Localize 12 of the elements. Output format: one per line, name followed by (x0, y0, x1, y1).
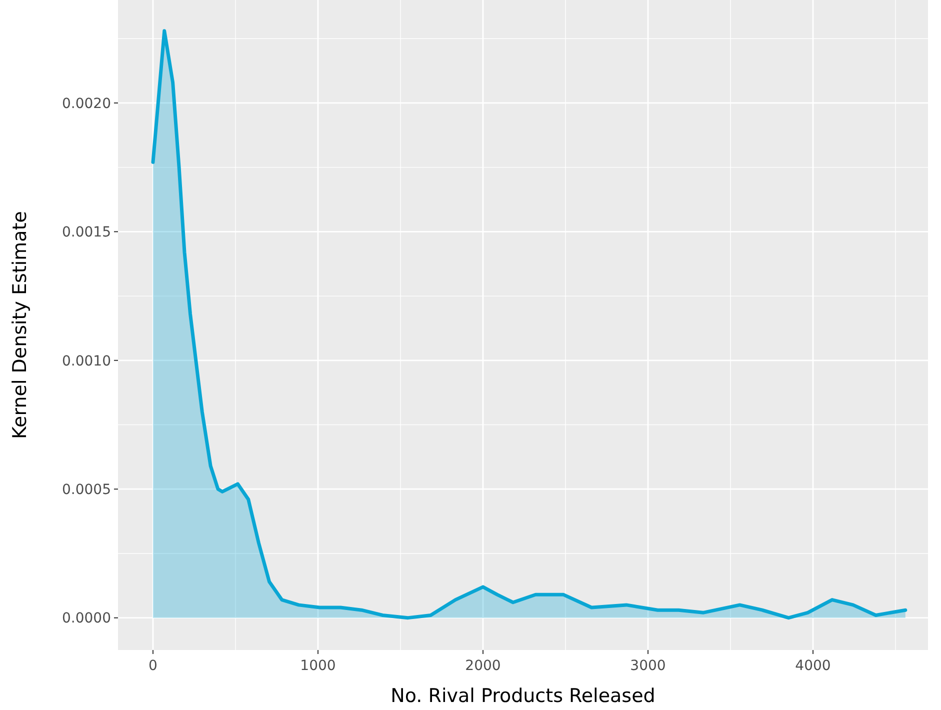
x-tick-label: 3000 (630, 658, 666, 674)
y-axis-title: Kernel Density Estimate (9, 211, 31, 439)
y-tick-label: 0.0005 (62, 482, 111, 498)
x-tick-label: 4000 (795, 658, 831, 674)
x-axis-title: No. Rival Products Released (390, 685, 656, 707)
y-tick-label: 0.0020 (62, 96, 111, 112)
x-tick-label: 0 (148, 658, 158, 674)
x-tick-label: 2000 (465, 658, 501, 674)
y-tick-label: 0.0010 (62, 353, 111, 370)
x-tick-label: 1000 (300, 658, 336, 674)
text: 0.0000 (62, 610, 111, 627)
y-tick-label: 0.0015 (62, 224, 111, 241)
